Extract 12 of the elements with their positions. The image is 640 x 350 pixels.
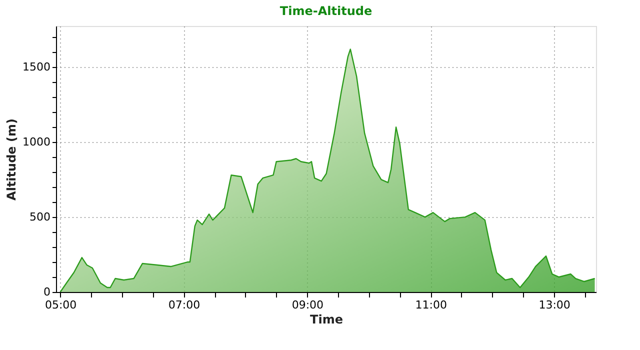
x-tick-label: 07:00 xyxy=(168,298,200,312)
x-tick-label: 09:00 xyxy=(292,298,324,312)
x-tick-label: 13:00 xyxy=(538,298,570,312)
x-tick-label: 11:00 xyxy=(415,298,447,312)
y-tick-label: 500 xyxy=(30,210,50,224)
y-tick-label: 1500 xyxy=(22,60,50,74)
x-axis-title: Time xyxy=(310,312,343,326)
y-tick-label: 0 xyxy=(44,286,50,298)
y-tick-label: 1000 xyxy=(22,136,50,149)
chart-title: Time-Altitude xyxy=(280,4,372,18)
x-tick-label: 05:00 xyxy=(44,298,77,312)
y-axis-title: Altitude (m) xyxy=(4,118,19,200)
